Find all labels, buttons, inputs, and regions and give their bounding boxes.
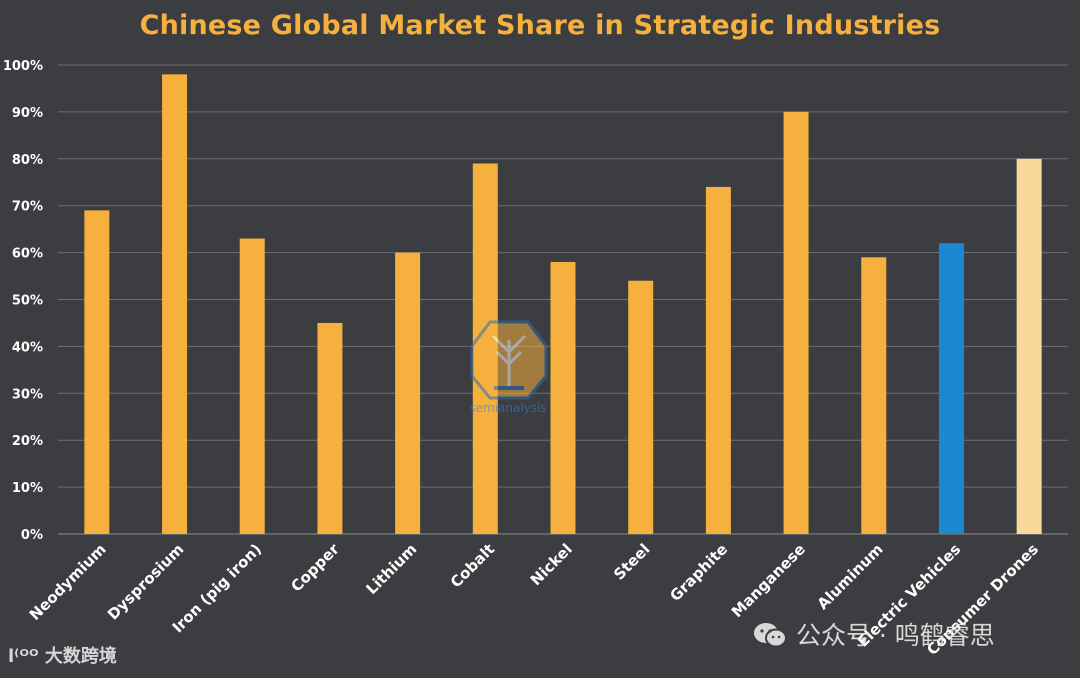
bar-consumer-drones [1016, 158, 1042, 535]
x-tick-label: Manganese [728, 540, 809, 621]
bottom-right-watermark-text: 公众号 · 鸣鹤睿思 [795, 621, 995, 650]
bar-electric-vehicles [938, 243, 964, 534]
bar-lithium [395, 252, 421, 534]
x-tick-label: Copper [287, 540, 343, 596]
y-axis-tick-labels: 0% 10% 20% 30% 40% 50% 60% 70% 80% 90% 100% [3, 59, 43, 543]
y-tick-label: 80% [12, 153, 43, 168]
bottom-right-watermark: 公众号 · 鸣鹤睿思 [752, 616, 995, 652]
bar-copper [317, 322, 343, 534]
y-tick-label: 20% [12, 434, 43, 449]
bar-dysprosium [162, 74, 188, 534]
y-tick-label: 50% [12, 294, 43, 309]
bar-neodymium [84, 210, 110, 534]
x-tick-label: Dysprosium [104, 540, 187, 623]
bottom-left-watermark: l⁽ᴼᴼ 大数跨境 [8, 642, 117, 668]
x-tick-label: Nickel [527, 540, 576, 589]
x-tick-label: Steel [610, 540, 653, 583]
bar-aluminum [861, 257, 887, 534]
y-tick-label: 10% [12, 481, 43, 496]
watermark-base-bar [494, 386, 524, 390]
x-tick-label: Graphite [666, 540, 731, 605]
x-tick-label: Lithium [362, 540, 420, 598]
bar-graphite [705, 186, 731, 534]
bar-iron-pig-iron [239, 238, 265, 534]
wechat-icon [752, 621, 796, 650]
y-tick-label: 0% [21, 528, 43, 543]
watermark-text: semianalysis [469, 401, 546, 415]
x-tick-label: Aluminum [814, 540, 887, 613]
bars [84, 74, 1042, 535]
bottom-left-watermark-text: 大数跨境 [44, 646, 117, 667]
y-tick-label: 60% [12, 247, 43, 262]
y-tick-label: 40% [12, 340, 43, 355]
y-tick-label: 70% [12, 200, 43, 215]
semianalysis-watermark-logo: semianalysis [469, 320, 548, 415]
y-tick-label: 100% [3, 59, 43, 74]
y-tick-label: 90% [12, 106, 43, 121]
bar-manganese [783, 111, 809, 535]
y-tick-label: 30% [12, 387, 43, 402]
chart-title: Chinese Global Market Share in Strategic… [139, 10, 941, 41]
bar-steel [628, 280, 654, 534]
bottom-left-logo-icon: l⁽ᴼᴼ [8, 646, 39, 667]
bar-nickel [550, 261, 576, 534]
x-tick-label: Cobalt [447, 540, 498, 591]
watermark-tree-icon [491, 334, 527, 388]
x-tick-label: Neodymium [26, 540, 110, 624]
